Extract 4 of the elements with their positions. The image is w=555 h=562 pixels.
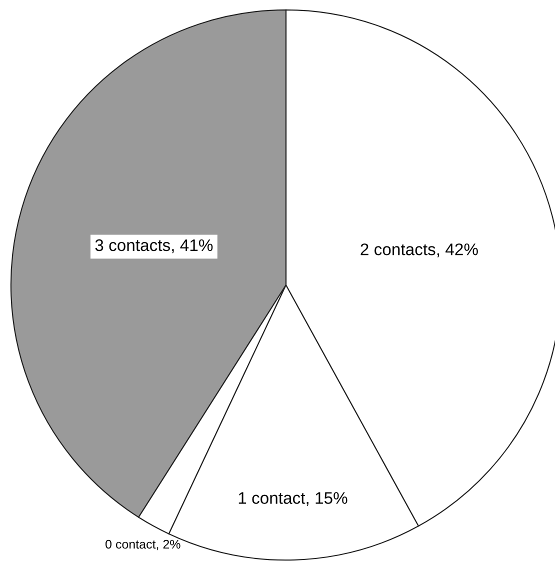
slice-label: 2 contacts, 42% [360, 243, 478, 258]
slice-label: 0 contact, 2% [106, 540, 180, 550]
slice-label: 1 contact, 15% [238, 492, 348, 506]
slice-label: 3 contacts, 41% [95, 239, 213, 254]
